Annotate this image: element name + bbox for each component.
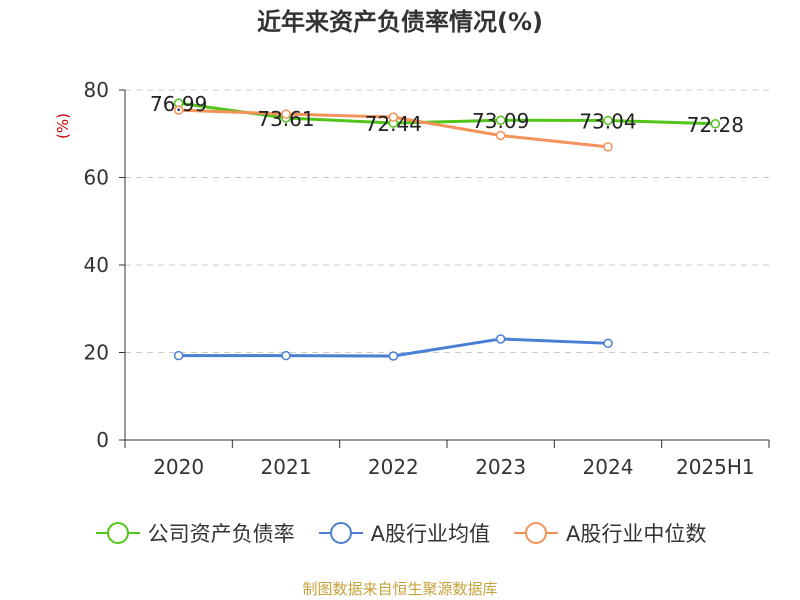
data-point (495, 115, 506, 125)
legend-marker (318, 522, 363, 544)
data-point (603, 338, 613, 349)
data-point (495, 334, 506, 344)
data-labels: 76.99 73.61 72.44 73.09 73.04 72.28 (150, 92, 744, 137)
data-label: 76.99 (150, 92, 207, 116)
x-tick-label: 2023 (475, 455, 526, 479)
legend-item[interactable]: 公司资产负债率 (94, 518, 295, 548)
legend-label: A股行业中位数 (566, 522, 707, 546)
data-point (603, 115, 613, 126)
x-tick-label: 2022 (368, 455, 419, 479)
data-label: 72.44 (365, 112, 422, 136)
data-point (173, 105, 184, 115)
y-axis-label: (%) (54, 113, 72, 139)
y-tick-label: 40 (84, 253, 109, 277)
x-tick-label: 2025H1 (676, 455, 755, 479)
chart-title: 近年来资产负债率情况(%) (257, 8, 543, 36)
legend-marker (514, 522, 558, 544)
legend: 公司资产负债率 A股行业均值 A股行业中位数 (0, 518, 800, 548)
data-point (388, 351, 399, 361)
x-tick-label: 2020 (153, 455, 204, 479)
data-point (281, 350, 291, 361)
legend-label: A股行业均值 (370, 522, 490, 546)
legend-item[interactable]: A股行业均值 (317, 518, 490, 548)
grid-lines (125, 89, 769, 353)
y-tick-label: 20 (84, 341, 109, 365)
data-point (495, 130, 506, 141)
legend-marker (95, 522, 140, 544)
data-label: 73.09 (472, 109, 529, 133)
y-tick-label: 0 (96, 428, 109, 452)
y-tick-label: 80 (84, 78, 109, 102)
data-point (388, 112, 399, 122)
axes: 0 20 40 60 80 (%) 2020 2021 2022 2023 2024 2025H1 (54, 78, 770, 479)
legend-label: 公司资产负债率 (147, 522, 295, 546)
data-point (173, 350, 184, 361)
x-tick-label: 2021 (261, 455, 312, 479)
x-tick-label: 2024 (583, 455, 634, 479)
series-group (173, 98, 721, 361)
data-point (710, 119, 721, 129)
source-note: 制图数据来自恒生聚源数据库 (302, 580, 498, 598)
data-point (281, 109, 291, 119)
data-label: 73.61 (257, 107, 314, 131)
series-line (178, 101, 716, 126)
legend-item[interactable]: A股行业中位数 (512, 518, 706, 548)
data-point (603, 142, 613, 152)
data-label: 72.28 (687, 113, 744, 137)
data-label: 73.04 (579, 109, 636, 133)
y-tick-label: 60 (84, 166, 109, 190)
